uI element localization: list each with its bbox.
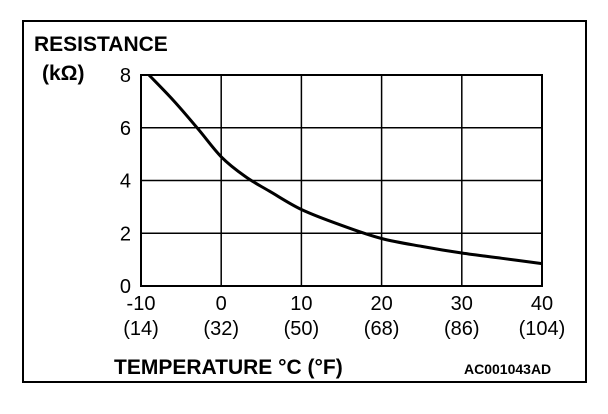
series-line-resistance [147,73,543,266]
y-tick-label: 6 [120,118,131,140]
x-tick-label: 10 [290,293,312,315]
x-tick-sublabel: (32) [203,318,239,340]
x-axis-label: TEMPERATURE °C (°F) [114,356,343,379]
x-tick-label: 40 [531,293,553,315]
y-tick-label: 2 [120,223,131,245]
x-tick-sublabel: (86) [444,318,480,340]
x-tick-sublabel: (104) [519,318,566,340]
chart-frame: -10 (14) 0 (32) 10 (50) 20 (68) 30 (86) 40 (104) 0 2 4… [22,20,587,383]
y-tick-label: 0 [120,276,131,298]
x-tick-sublabel: (14) [123,318,159,340]
resistance-temperature-chart: -10 (14) 0 (32) 10 (50) 20 (68) 30 (86) 40 (104) 0 2 4… [34,33,565,379]
x-tick-label: -10 [127,293,156,315]
x-tick-sublabel: (68) [364,318,400,340]
reference-code: AC001043AD [464,361,551,377]
tick-labels: -10 (14) 0 (32) 10 (50) 20 (68) 30 (86) 40 (104) 0 2 4… [120,65,565,340]
y-axis-label-line2: (kΩ) [42,62,85,85]
y-axis-label-line1: RESISTANCE [34,33,168,56]
x-tick-label: 20 [370,293,392,315]
x-tick-label: 30 [451,293,473,315]
series-layer [147,73,543,266]
x-tick-sublabel: (50) [284,318,320,340]
grid [140,74,543,287]
y-tick-label: 4 [120,171,131,193]
y-tick-label: 8 [120,65,131,87]
x-tick-label: 0 [216,293,227,315]
